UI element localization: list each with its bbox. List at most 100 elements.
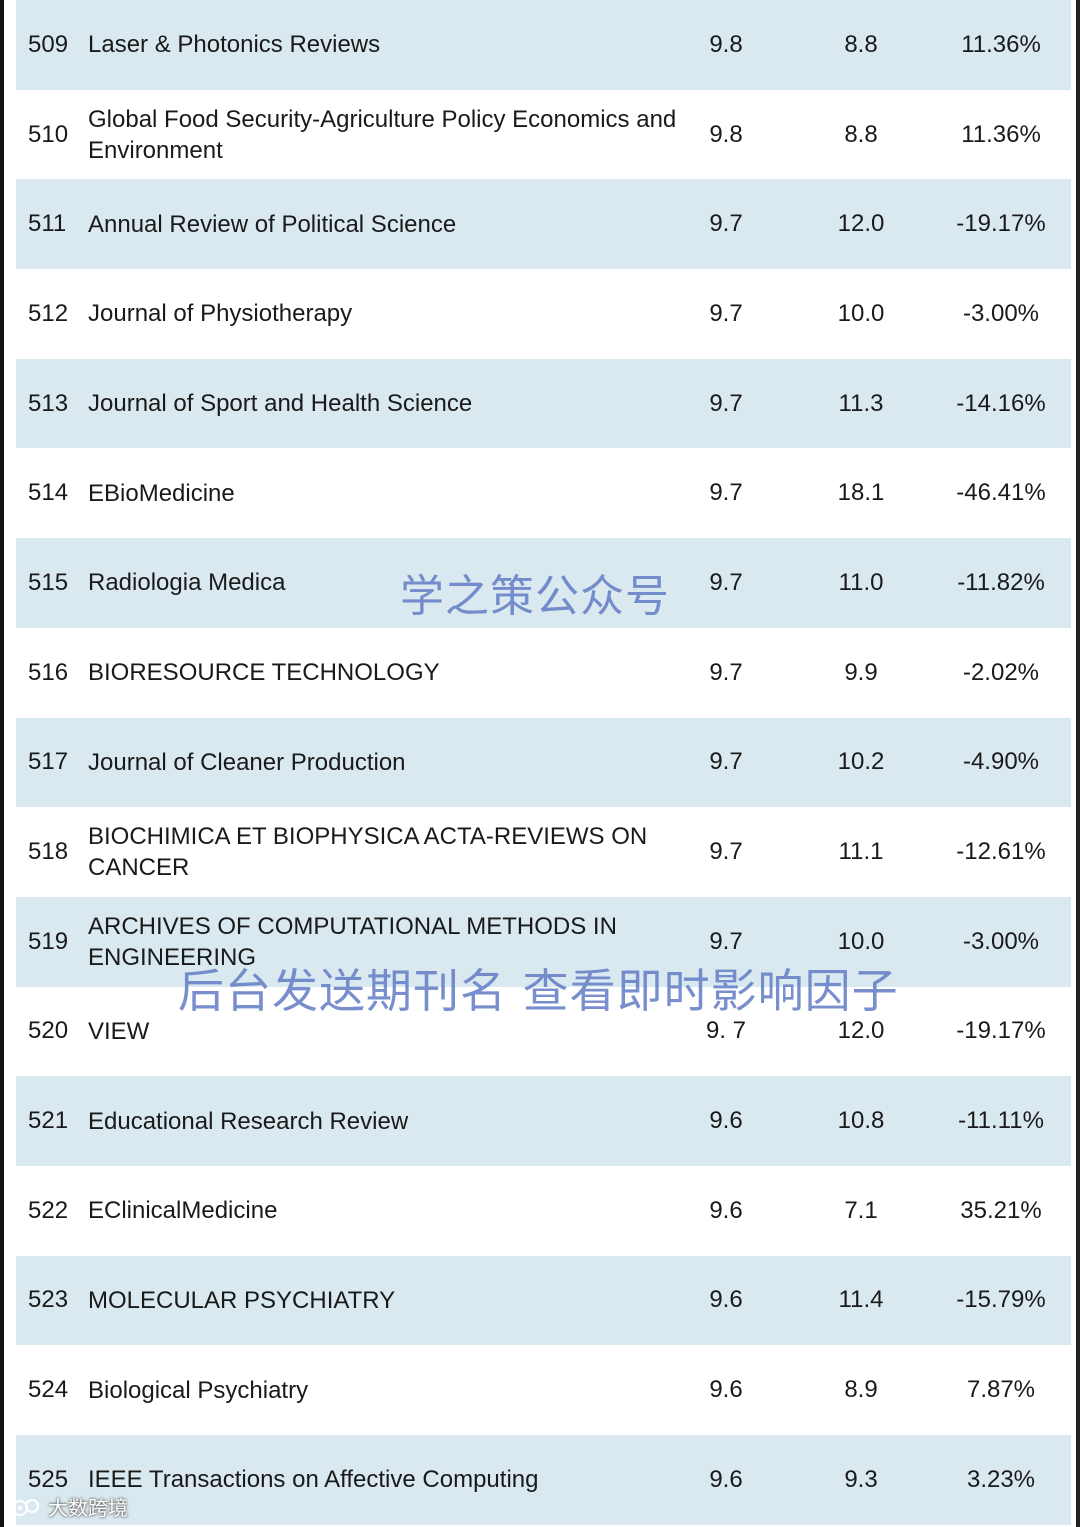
change-percent-cell: -19.17% — [956, 1017, 1046, 1045]
impact-factor-cell: 9.7 — [709, 838, 743, 866]
table-row: 520 VIEW 9. 7 12.0 -19.17% — [16, 986, 1071, 1077]
rank-cell: 521 — [28, 1107, 69, 1135]
previous-impact-factor-cell: 12.0 — [837, 210, 885, 238]
impact-factor-cell: 9.7 — [709, 748, 743, 776]
change-percent-cell: 3.23% — [966, 1465, 1036, 1493]
change-percent-cell: -14.16% — [956, 389, 1046, 417]
corner-watermark-text: 大数跨境 — [48, 1496, 128, 1520]
rank-cell: 510 — [28, 120, 69, 148]
impact-factor-cell: 9.7 — [709, 927, 743, 955]
impact-factor-cell: 9.7 — [709, 658, 743, 686]
change-percent-cell: -11.11% — [958, 1107, 1044, 1135]
journal-name-cell: MOLECULAR PSYCHIATRY — [88, 1286, 396, 1314]
journal-name-cell: BIOCHIMICA ET BIOPHYSICA ACTA-REVIEWS ON… — [88, 823, 648, 882]
table-row: 523 MOLECULAR PSYCHIATRY 9.6 11.4 -15.79% — [16, 1255, 1071, 1346]
journal-name-cell: Journal of Cleaner Production — [88, 748, 406, 776]
impact-factor-cell: 9.6 — [709, 1376, 743, 1404]
table-row: 512 Journal of Physiotherapy 9.7 10.0 -3.00% — [16, 269, 1071, 359]
journal-name-cell: Journal of Physiotherapy — [88, 300, 353, 328]
journal-name-cell: Annual Review of Political Science — [88, 210, 457, 238]
impact-factor-cell: 9.8 — [709, 30, 743, 58]
impact-factor-cell: 9.6 — [709, 1286, 743, 1314]
journal-name-cell: Biological Psychiatry — [88, 1376, 309, 1404]
previous-impact-factor-cell: 7.1 — [844, 1196, 878, 1224]
change-percent-cell: 11.36% — [961, 30, 1041, 58]
previous-impact-factor-cell: 11.4 — [838, 1286, 884, 1314]
change-percent-cell: -12.61% — [956, 838, 1046, 866]
rank-cell: 522 — [28, 1196, 69, 1224]
rank-cell: 515 — [28, 568, 69, 596]
impact-factor-cell: 9.6 — [709, 1465, 743, 1493]
rank-cell: 519 — [28, 927, 69, 955]
table-row: 524 Biological Psychiatry 9.6 8.9 7.87% — [16, 1345, 1071, 1435]
journal-name-cell: IEEE Transactions on Affective Computing — [88, 1466, 539, 1494]
rank-cell: 525 — [28, 1465, 69, 1493]
impact-factor-cell: 9.7 — [709, 299, 743, 327]
rank-cell: 516 — [28, 658, 69, 686]
journal-name-cell: EBioMedicine — [88, 479, 235, 507]
previous-impact-factor-cell: 18.1 — [837, 479, 885, 507]
table-row: 519 ARCHIVES OF COMPUTATIONAL METHODS IN … — [16, 896, 1071, 987]
previous-impact-factor-cell: 8.9 — [844, 1376, 878, 1404]
change-percent-cell: -2.02% — [962, 658, 1040, 686]
change-percent-cell: -15.79% — [956, 1286, 1046, 1314]
change-percent-cell: -4.90% — [962, 748, 1040, 776]
corner-watermark: 大数跨境 — [10, 1492, 128, 1521]
rank-cell: 523 — [28, 1286, 69, 1314]
impact-factor-cell: 9. 7 — [705, 1017, 747, 1045]
change-percent-cell: -3.00% — [962, 299, 1040, 327]
journal-name-cell: Journal of Sport and Health Science — [88, 390, 473, 418]
table-row: 516 BIORESOURCE TECHNOLOGY 9.7 9.9 -2.02% — [16, 627, 1071, 718]
journal-name-cell: Laser & Photonics Reviews — [88, 31, 381, 59]
table-row: 515 Radiologia Medica 9.7 11.0 -11.82% — [16, 538, 1071, 628]
table-row: 517 Journal of Cleaner Production 9.7 10.2 -… — [16, 717, 1071, 808]
table-row: 509 Laser & Photonics Reviews 9.8 8.8 11.36% — [16, 0, 1071, 90]
rank-cell: 520 — [28, 1017, 69, 1045]
previous-impact-factor-cell: 8.8 — [844, 30, 878, 58]
journal-name-cell: BIORESOURCE TECHNOLOGY — [88, 659, 440, 687]
table-row: 511 Annual Review of Political Science 9.7… — [16, 179, 1071, 270]
journal-name-cell: Educational Research Review — [88, 1107, 409, 1135]
journal-name-cell: VIEW — [88, 1017, 150, 1045]
previous-impact-factor-cell: 10.2 — [837, 748, 885, 776]
journal-name-cell: Radiologia Medica — [88, 569, 286, 597]
change-percent-cell: 35.21% — [960, 1196, 1042, 1224]
impact-factor-cell: 9.7 — [709, 479, 743, 507]
change-percent-cell: -19.17% — [956, 210, 1046, 238]
rank-cell: 511 — [28, 210, 67, 238]
journal-name-cell: Global Food Security-Agriculture Policy … — [88, 105, 677, 164]
change-percent-cell: 7.87% — [966, 1376, 1036, 1404]
rank-cell: 518 — [28, 838, 69, 866]
table-row: 525 IEEE Transactions on Affective Comput… — [16, 1435, 1071, 1525]
impact-factor-cell: 9.7 — [709, 568, 743, 596]
journal-table: 509 Laser & Photonics Reviews 9.8 8.8 11.36%… — [16, 0, 1071, 1525]
table-row: 521 Educational Research Review 9.6 10.8 -11… — [16, 1076, 1071, 1166]
rank-cell: 524 — [28, 1376, 69, 1404]
previous-impact-factor-cell: 11.0 — [838, 568, 884, 596]
previous-impact-factor-cell: 10.0 — [837, 299, 885, 327]
previous-impact-factor-cell: 11.1 — [838, 838, 884, 866]
rank-cell: 509 — [28, 30, 69, 58]
impact-factor-cell: 9.8 — [709, 120, 743, 148]
rank-cell: 517 — [28, 748, 69, 776]
impact-factor-cell: 9.6 — [709, 1107, 743, 1135]
table-row: 513 Journal of Sport and Health Science 9.… — [16, 358, 1071, 449]
rank-cell: 514 — [28, 479, 69, 507]
table-row: 514 EBioMedicine 9.7 18.1 -46.41% — [16, 448, 1071, 539]
table-row: 522 EClinicalMedicine 9.6 7.1 35.21% — [16, 1165, 1071, 1256]
impact-factor-cell: 9.7 — [709, 389, 743, 417]
weibo-logo-icon — [12, 1498, 39, 1516]
previous-impact-factor-cell: 12.0 — [837, 1017, 885, 1045]
journal-name-cell: EClinicalMedicine — [88, 1197, 278, 1225]
rank-cell: 513 — [28, 389, 69, 417]
previous-impact-factor-cell: 10.0 — [837, 927, 885, 955]
table-row: 518 BIOCHIMICA ET BIOPHYSICA ACTA-REVIEWS… — [16, 807, 1071, 897]
journal-name-cell: ARCHIVES OF COMPUTATIONAL METHODS IN ENG… — [88, 912, 617, 971]
change-percent-cell: -46.41% — [956, 479, 1046, 507]
previous-impact-factor-cell: 10.8 — [837, 1107, 885, 1135]
change-percent-cell: -11.82% — [957, 568, 1045, 596]
previous-impact-factor-cell: 9.3 — [844, 1465, 878, 1493]
previous-impact-factor-cell: 11.3 — [838, 389, 884, 417]
table-row: 510 Global Food Security-Agriculture Poli… — [16, 89, 1071, 180]
